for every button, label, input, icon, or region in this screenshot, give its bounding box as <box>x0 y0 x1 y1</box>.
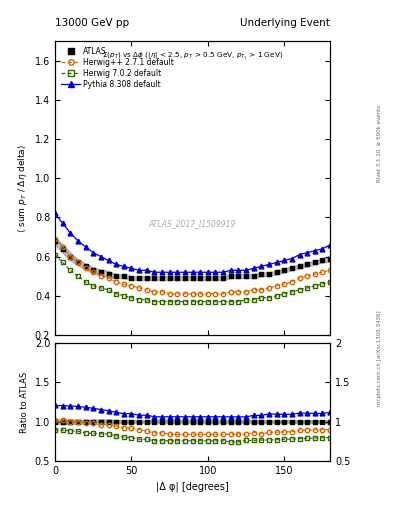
Text: 13000 GeV pp: 13000 GeV pp <box>55 18 129 28</box>
X-axis label: |Δ φ| [degrees]: |Δ φ| [degrees] <box>156 481 229 492</box>
Text: ATLAS_2017_I1509919: ATLAS_2017_I1509919 <box>149 219 236 228</box>
Text: $\Sigma(p_T)$ vs $\Delta\phi$ ($|\eta|$ < 2.5, $p_T$ > 0.5 GeV, $p_{T_1}$ > 1 Ge: $\Sigma(p_T)$ vs $\Delta\phi$ ($|\eta|$ … <box>102 51 283 62</box>
Text: Rivet 3.1.10, ≥ 500k events: Rivet 3.1.10, ≥ 500k events <box>377 105 382 182</box>
Y-axis label: Ratio to ATLAS: Ratio to ATLAS <box>20 371 29 433</box>
Text: mcplots.cern.ch [arXiv:1306.3436]: mcplots.cern.ch [arXiv:1306.3436] <box>377 311 382 406</box>
Y-axis label: $\langle$ sum $p_T$ / $\Delta\eta$ delta$\rangle$: $\langle$ sum $p_T$ / $\Delta\eta$ delta… <box>16 143 29 232</box>
Legend: ATLAS, Herwig++ 2.7.1 default, Herwig 7.0.2 default, Pythia 8.308 default: ATLAS, Herwig++ 2.7.1 default, Herwig 7.… <box>59 45 176 91</box>
Text: Underlying Event: Underlying Event <box>240 18 330 28</box>
